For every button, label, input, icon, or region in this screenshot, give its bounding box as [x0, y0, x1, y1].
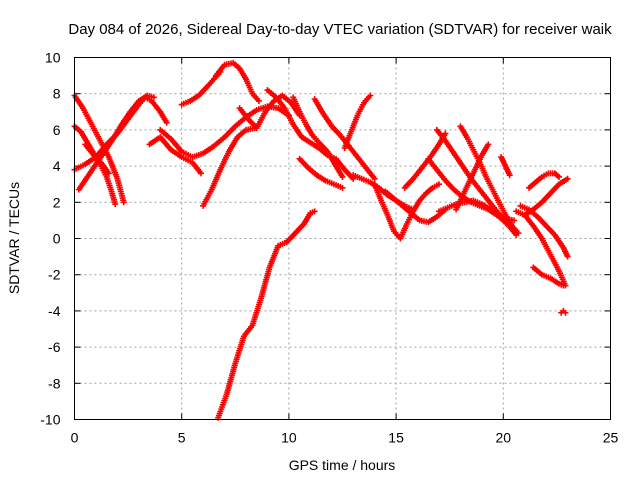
x-tick-label: 5 — [178, 430, 186, 446]
data-point-markers — [146, 134, 204, 177]
y-tick-label: 6 — [53, 122, 61, 138]
y-axis-label: SDTVAR / TECUs — [6, 182, 22, 294]
chart-title: Day 084 of 2026, Sidereal Day-to-day VTE… — [68, 21, 612, 38]
series-arc-17 — [341, 92, 374, 151]
data-point-markers — [453, 141, 492, 213]
data-point-markers — [558, 307, 569, 316]
series-arc-5 — [82, 141, 112, 177]
data-point-markers — [517, 202, 571, 260]
series-arc-33 — [558, 307, 569, 316]
y-tick-label: 8 — [53, 86, 61, 102]
y-tick-label: -6 — [48, 339, 61, 355]
series-arc-30 — [521, 175, 571, 218]
data-point-markers — [526, 170, 563, 191]
data-layer — [71, 59, 571, 421]
tick-layer: 0 5 10 15 20 25 -10 -8 -6 -4 -2 0 2 4 6 8 10 — [40, 50, 618, 446]
data-point-markers — [215, 208, 318, 421]
series-arc-26 — [457, 123, 522, 237]
data-point-markers — [264, 87, 357, 182]
series-arc-15 — [296, 155, 346, 191]
data-point-markers — [290, 94, 346, 180]
y-tick-label: -2 — [48, 267, 61, 283]
series-arc-10 — [213, 59, 262, 104]
series-arc-14 — [290, 94, 346, 180]
y-tick-label: 4 — [53, 158, 61, 174]
series-arc-25 — [453, 141, 492, 213]
data-point-markers — [213, 59, 262, 104]
data-point-markers — [521, 175, 571, 218]
y-tick-label: 10 — [45, 50, 61, 66]
series-arc-11 — [215, 208, 318, 421]
data-point-markers — [530, 264, 567, 289]
x-tick-label: 10 — [281, 430, 297, 446]
series-arc-12 — [236, 92, 303, 132]
data-point-markers — [75, 92, 157, 193]
x-axis-label: GPS time / hours — [289, 457, 396, 473]
y-tick-label: 2 — [53, 194, 61, 210]
series-arc-6 — [146, 134, 204, 177]
y-tick-label: -10 — [40, 412, 60, 428]
series-arc-4 — [75, 92, 157, 193]
plot-frame — [74, 57, 611, 420]
data-point-markers — [200, 125, 258, 209]
data-point-markers — [82, 141, 112, 177]
x-tick-label: 20 — [496, 430, 512, 446]
series-arc-32 — [526, 170, 563, 191]
data-point-markers — [382, 188, 449, 226]
data-point-markers — [341, 92, 374, 151]
series-arc-31 — [530, 264, 567, 289]
grid-layer — [74, 57, 611, 420]
data-point-markers — [498, 154, 513, 179]
y-tick-label: 0 — [53, 231, 61, 247]
series-arc-7 — [157, 103, 292, 161]
series-arc-9 — [200, 125, 258, 209]
data-point-markers — [457, 123, 522, 237]
y-tick-label: -4 — [48, 303, 61, 319]
series-arc-29 — [517, 202, 571, 260]
data-point-markers — [157, 103, 292, 161]
series-arc-13 — [264, 87, 357, 182]
x-tick-label: 15 — [388, 430, 404, 446]
y-tick-label: -8 — [48, 375, 61, 391]
series-arc-3 — [71, 94, 170, 173]
data-point-markers — [296, 155, 346, 191]
series-arc-27 — [498, 154, 513, 179]
x-tick-label: 0 — [71, 430, 79, 446]
data-point-markers — [236, 92, 303, 132]
series-arc-20 — [382, 188, 449, 226]
data-point-markers — [71, 94, 170, 173]
x-tick-label: 25 — [603, 430, 619, 446]
